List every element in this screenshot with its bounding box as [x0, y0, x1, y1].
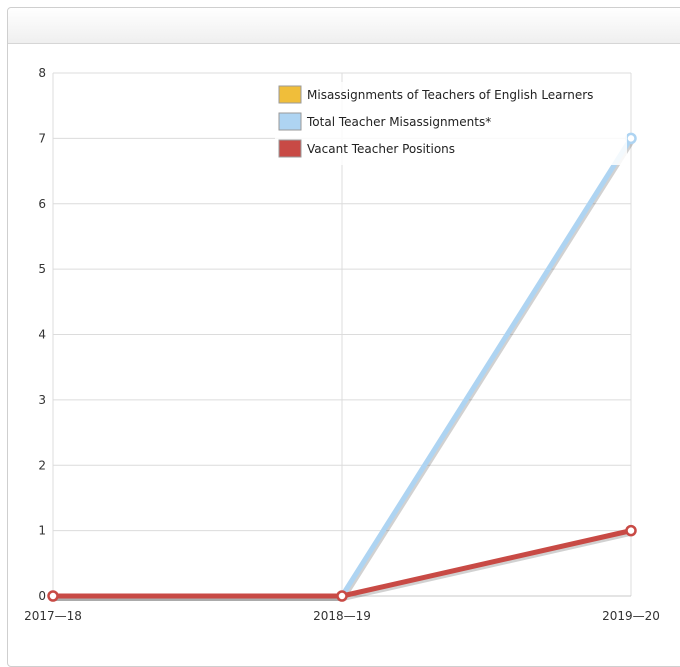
series-line-shadow [54, 138, 635, 601]
legend-background [275, 82, 627, 165]
legend-swatch[interactable] [278, 85, 302, 104]
x-axis-ticks: 2017—18 2018—19 2019—20 [24, 609, 660, 623]
y-tick-label: 3 [38, 393, 46, 407]
legend-swatch[interactable] [278, 112, 302, 131]
data-point[interactable] [336, 590, 348, 602]
legend: Misassignments of Teachers of English Le… [275, 82, 627, 165]
data-point[interactable] [47, 590, 59, 602]
legend-swatch[interactable] [278, 139, 302, 158]
legend-label[interactable]: Vacant Teacher Positions [307, 142, 455, 156]
data-point[interactable] [625, 132, 637, 145]
x-tick-label: 2018—19 [313, 609, 371, 623]
y-tick-label: 7 [38, 131, 46, 145]
series-line-shadow [54, 529, 633, 601]
y-tick-label: 4 [38, 328, 46, 342]
legend-label[interactable]: Misassignments of Teachers of English Le… [307, 88, 593, 102]
legend-label[interactable]: Total Teacher Misassignments* [306, 115, 491, 129]
y-tick-label: 6 [38, 197, 46, 211]
data-point[interactable] [625, 524, 637, 537]
y-tick-label: 8 [38, 66, 46, 80]
y-axis-ticks: 0 1 2 3 4 5 6 7 8 [38, 66, 46, 603]
y-tick-label: 2 [38, 458, 46, 472]
x-tick-label: 2017—18 [24, 609, 82, 623]
y-tick-label: 0 [38, 589, 46, 603]
y-tick-label: 5 [38, 262, 46, 276]
y-tick-label: 1 [38, 524, 46, 538]
line-chart: 0 1 2 3 4 5 6 7 8 2017—18 2018—19 2019—20 Misassig… [24, 66, 660, 623]
panel-header [8, 8, 680, 44]
x-tick-label: 2019—20 [602, 609, 660, 623]
